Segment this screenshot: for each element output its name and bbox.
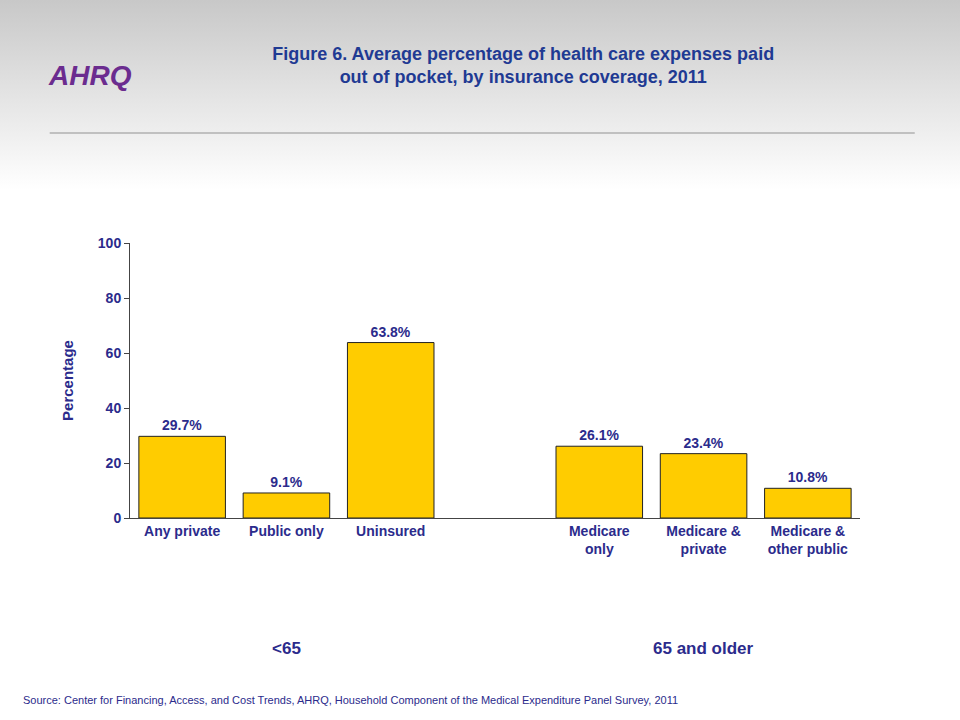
svg-text:100: 100 [98,235,122,251]
svg-text:Figure 6. Average percentage o: Figure 6. Average percentage of health c… [272,44,774,87]
svg-text:0: 0 [113,510,121,526]
svg-text:29.7%: 29.7% [162,417,202,433]
svg-text:10.8%: 10.8% [788,469,828,485]
svg-text:<65: <65 [272,639,301,658]
svg-text:AHRQ: AHRQ [48,60,132,91]
svg-text:80: 80 [106,290,122,306]
svg-text:65 and older: 65 and older [653,639,754,658]
svg-text:9.1%: 9.1% [270,474,302,490]
svg-text:Any private: Any private [144,523,220,539]
svg-text:60: 60 [106,345,122,361]
svg-text:26.1%: 26.1% [579,427,619,443]
svg-text:Percentage: Percentage [59,340,76,421]
svg-text:Medicare &other public: Medicare &other public [768,523,848,557]
svg-text:20: 20 [106,455,122,471]
svg-text:23.4%: 23.4% [683,435,723,451]
svg-text:63.8%: 63.8% [371,324,411,340]
svg-text:Uninsured: Uninsured [356,523,425,539]
svg-text:Medicare &private: Medicare &private [666,523,741,557]
svg-text:Medicareonly: Medicareonly [569,523,630,557]
svg-text:Public only: Public only [249,523,324,539]
svg-text:Source: Center for Financing,: Source: Center for Financing, Access, an… [23,694,678,706]
svg-text:40: 40 [106,400,122,416]
